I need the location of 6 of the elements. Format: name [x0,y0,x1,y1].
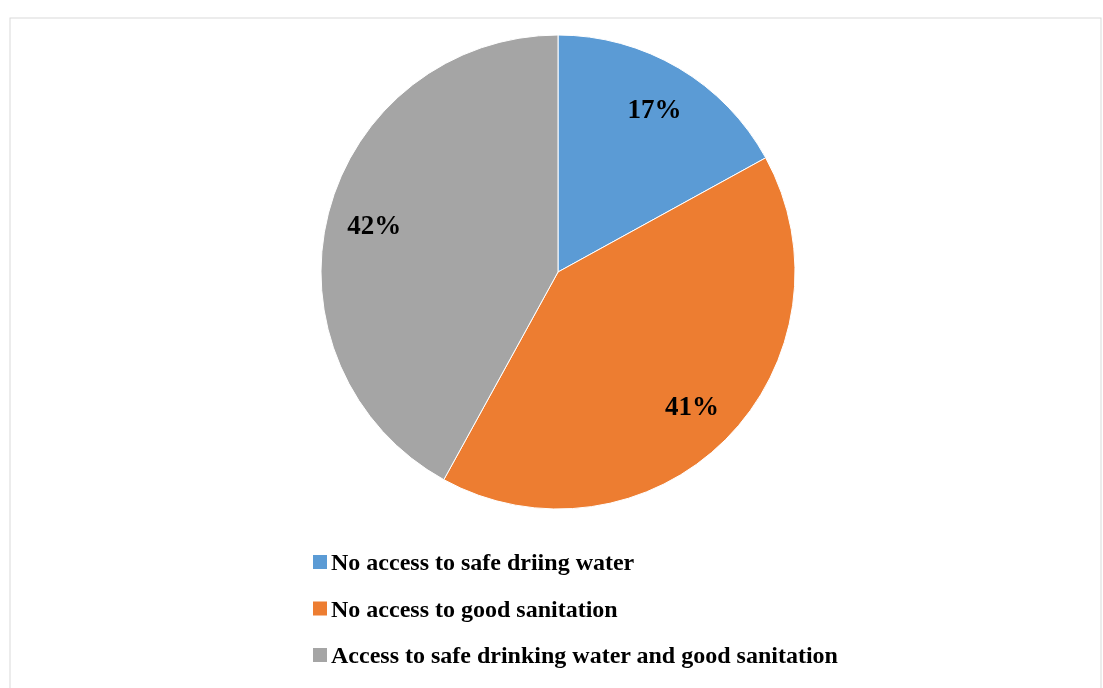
data-label: 41% [665,391,720,422]
data-label: 17% [627,93,682,124]
data-label: 42% [347,209,402,240]
legend-label: No access to safe driing water [331,549,635,575]
legend-label: Access to safe drinking water and good sanitation [331,642,838,668]
legend-label: No access to good sanitation [331,595,618,622]
